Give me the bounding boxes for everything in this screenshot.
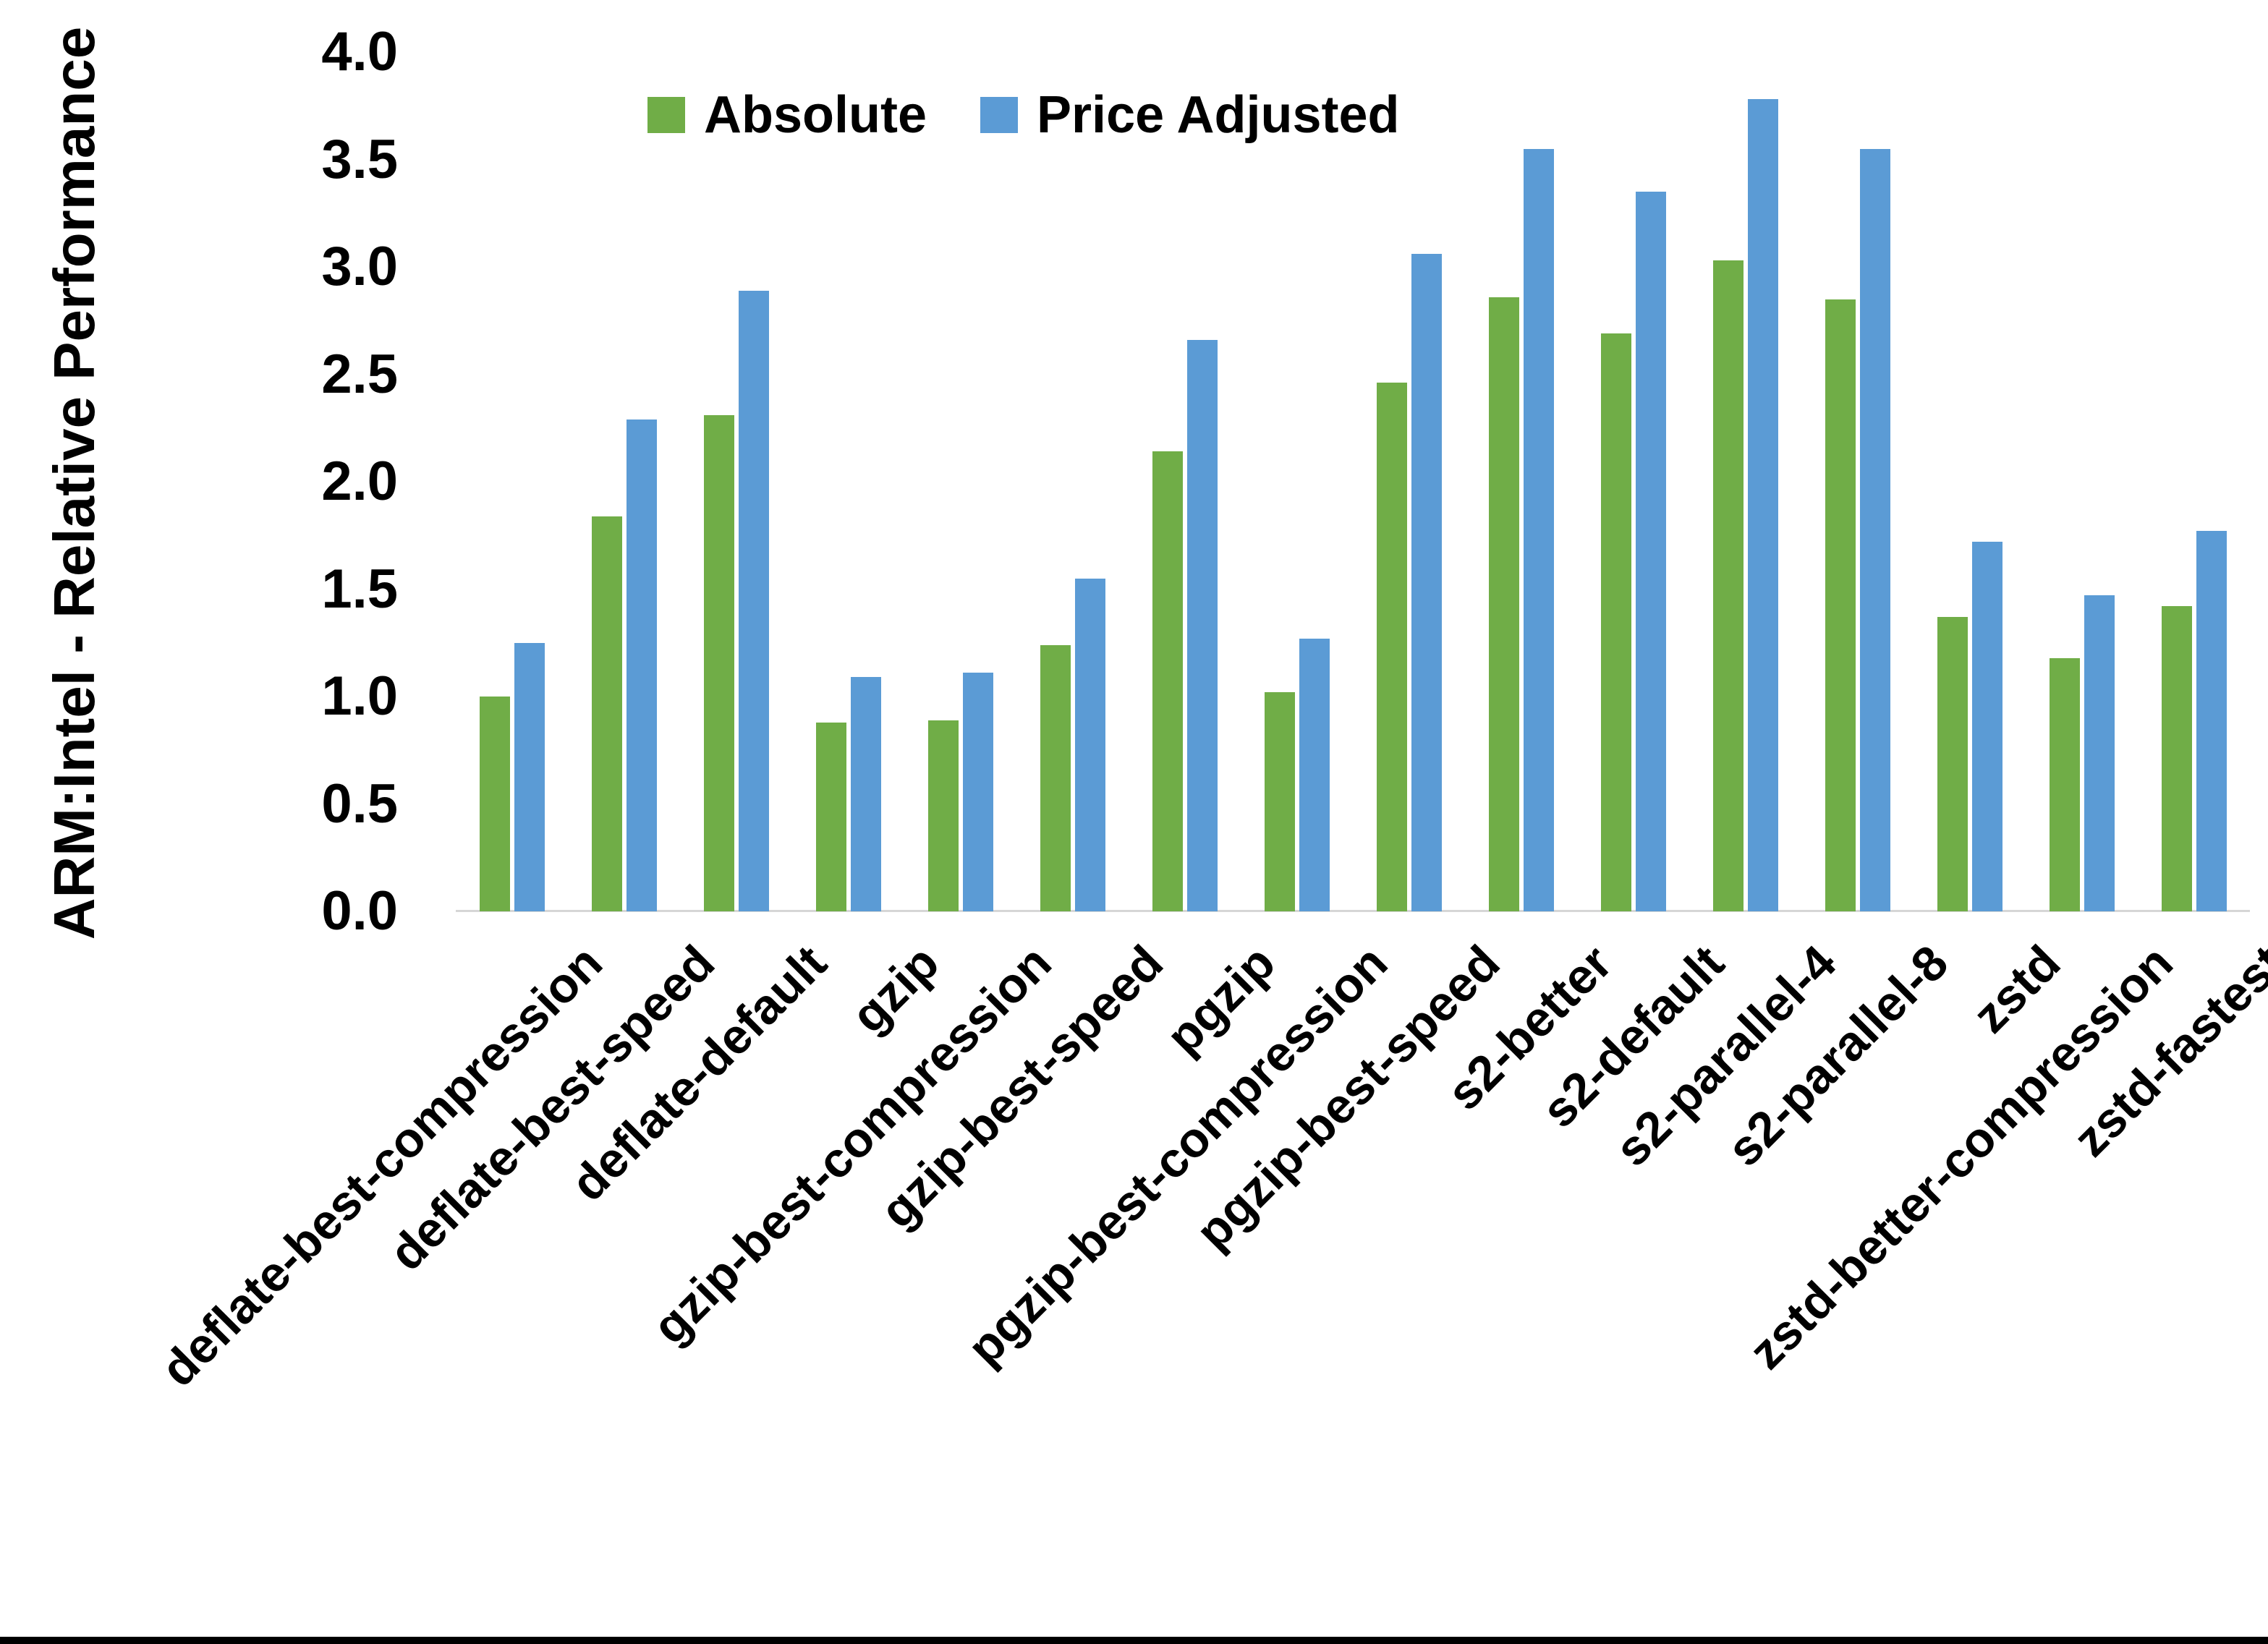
y-tick-label: 3.5	[321, 128, 398, 190]
bar-absolute-deflate-best-speed	[592, 516, 622, 911]
bar-price-adjusted-s2-better	[1524, 149, 1554, 911]
legend-item-absolute: Absolute	[647, 85, 927, 145]
bar-price-adjusted-zstd-fastest	[2196, 531, 2227, 911]
legend-label-price-adjusted: Price Adjusted	[1037, 86, 1400, 144]
legend-swatch-absolute-icon	[647, 97, 685, 133]
bar-price-adjusted-pgzip-best-compression	[1299, 639, 1330, 911]
bar-absolute-gzip-best-compression	[928, 720, 959, 911]
bar-price-adjusted-s2-default	[1636, 192, 1666, 911]
bar-absolute-s2-parallel-8	[1825, 299, 1856, 911]
bar-price-adjusted-deflate-best-compression	[514, 643, 545, 911]
bar-absolute-pgzip-best-speed	[1377, 383, 1407, 911]
y-tick-label: 1.5	[321, 558, 398, 620]
x-category-label: deflate-best-compression	[150, 934, 613, 1397]
y-tick-label: 0.5	[321, 772, 398, 835]
legend-label-absolute: Absolute	[704, 86, 927, 144]
legend-swatch-price-adjusted-icon	[980, 97, 1019, 133]
bar-absolute-s2-parallel-4	[1713, 260, 1744, 911]
bar-absolute-deflate-default	[704, 415, 734, 911]
bar-price-adjusted-deflate-best-speed	[627, 419, 657, 911]
y-tick-label: 4.0	[321, 21, 398, 82]
bar-absolute-gzip-best-speed	[1040, 645, 1071, 911]
bar-price-adjusted-pgzip	[1187, 340, 1218, 911]
legend-item-price-adjusted: Price Adjusted	[980, 85, 1399, 145]
bar-price-adjusted-pgzip-best-speed	[1411, 254, 1442, 911]
y-tick-label: 3.0	[321, 236, 398, 297]
bar-absolute-zstd	[1937, 617, 1968, 911]
y-tick-label: 2.5	[321, 343, 398, 405]
bar-absolute-s2-better	[1489, 297, 1519, 911]
bar-absolute-gzip	[816, 723, 846, 911]
bar-absolute-s2-default	[1601, 333, 1631, 911]
y-tick-label: 1.0	[321, 665, 398, 727]
bar-absolute-deflate-best-compression	[480, 697, 510, 911]
y-tick-label: 0.0	[321, 880, 398, 942]
bar-absolute-pgzip-best-compression	[1265, 692, 1295, 911]
bar-price-adjusted-deflate-default	[739, 291, 769, 911]
bar-price-adjusted-s2-parallel-8	[1860, 149, 1890, 911]
x-axis-line	[456, 910, 2250, 912]
bar-price-adjusted-zstd-better-compression	[2084, 595, 2115, 911]
bar-price-adjusted-s2-parallel-4	[1748, 99, 1778, 911]
figure-bottom-border	[0, 1637, 2268, 1644]
bar-price-adjusted-gzip	[851, 677, 881, 911]
y-axis-title: ARM:Intel - Relative Performance	[42, 26, 106, 940]
bar-absolute-pgzip	[1152, 451, 1183, 911]
bar-absolute-zstd-better-compression	[2050, 658, 2080, 911]
legend: Absolute Price Adjusted	[647, 85, 1399, 145]
bar-price-adjusted-zstd	[1972, 542, 2002, 911]
bar-absolute-zstd-fastest	[2162, 606, 2192, 911]
bar-price-adjusted-gzip-best-speed	[1075, 579, 1105, 911]
y-tick-label: 2.0	[321, 451, 398, 512]
bar-price-adjusted-gzip-best-compression	[963, 673, 993, 911]
